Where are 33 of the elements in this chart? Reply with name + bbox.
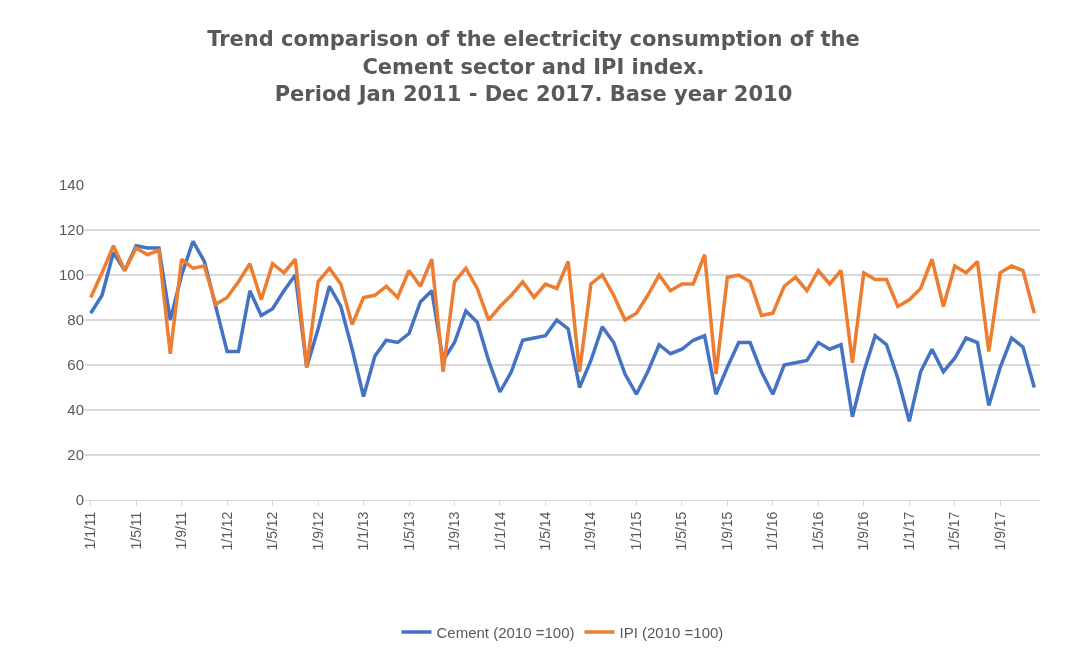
x-tick-label: 1/9/16: [855, 511, 872, 551]
x-tick-label: 1/5/17: [946, 511, 963, 551]
x-tick-label: 1/1/15: [627, 511, 644, 551]
x-tick-label: 1/1/16: [764, 511, 781, 551]
x-tick-label: 1/1/17: [900, 511, 917, 551]
x-tick-label: 1/9/13: [446, 511, 463, 551]
x-tick-label: 1/5/14: [537, 511, 553, 551]
y-tick-label: 80: [67, 311, 84, 329]
y-tick-label: 20: [67, 446, 84, 464]
x-tick-label: 1/5/12: [264, 511, 281, 551]
y-tick-label: 120: [58, 221, 84, 239]
y-tick-label: 40: [67, 401, 84, 419]
x-tick-label: 1/5/13: [400, 511, 417, 551]
x-tick-label: 1/5/15: [673, 511, 690, 551]
x-tick-label: 1/1/12: [218, 511, 235, 551]
x-tick-label: 1/1/13: [355, 511, 372, 551]
x-tick-label: 1/5/16: [809, 511, 826, 551]
y-tick-label: 0: [75, 491, 84, 509]
y-tick-label: 100: [58, 266, 84, 284]
x-tick-label: 1/9/11: [173, 511, 190, 550]
y-tick-label: 140: [58, 176, 84, 194]
x-tick-label: 1/1/11: [82, 511, 99, 550]
legend-label: IPI (2010 =100): [619, 623, 724, 641]
x-tick-label: 1/9/12: [309, 511, 326, 551]
x-tick-label: 1/9/14: [582, 511, 599, 551]
x-tick-label: 1/1/14: [491, 511, 508, 551]
legend-label: Cement (2010 =100): [436, 623, 575, 641]
x-tick-label: 1/9/15: [718, 511, 735, 551]
y-tick-label: 60: [67, 356, 84, 374]
chart-title: Trend comparison of the electricity consumption of the Cement sector and IPI index. Period Jan 2011 - Dec 2017. Base year 2010: [207, 27, 860, 107]
x-tick-label: 1/5/11: [127, 511, 144, 550]
line-series: [88, 244, 1037, 376]
x-tick-label: 1/9/17: [991, 511, 1008, 551]
